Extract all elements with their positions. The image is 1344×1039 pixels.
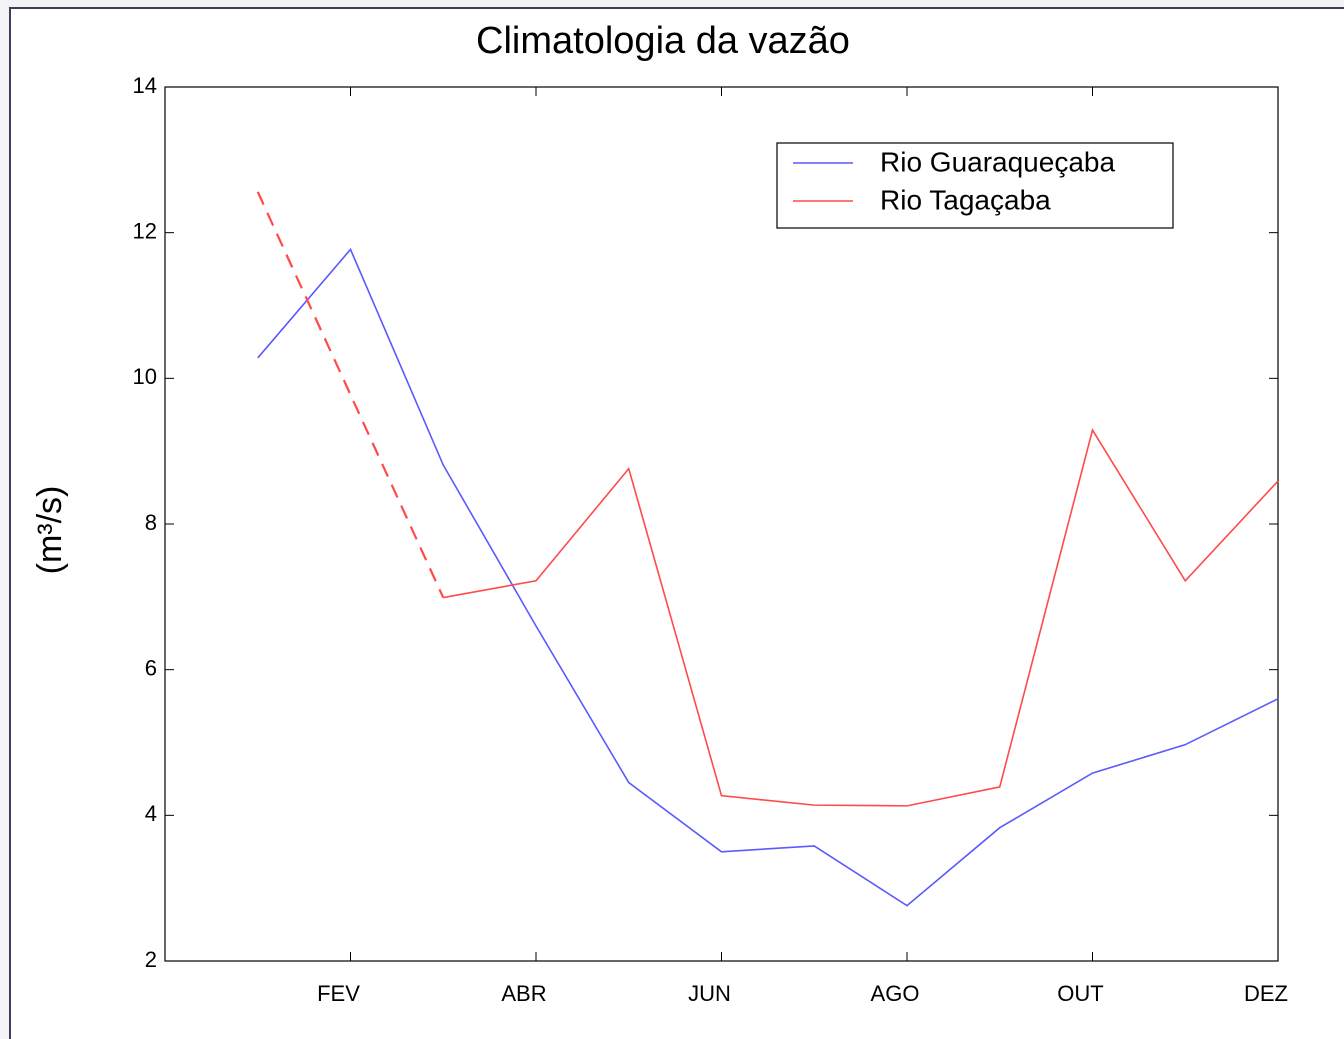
x-tick-label: ABR bbox=[501, 981, 546, 1006]
y-tick-label: 10 bbox=[133, 364, 157, 389]
x-tick-label: FEV bbox=[317, 981, 360, 1006]
gap-bridge bbox=[256, 191, 445, 599]
legend-label: Rio Guaraqueçaba bbox=[880, 146, 1115, 177]
y-tick-label: 2 bbox=[145, 947, 157, 972]
legend: Rio Guaraqueçaba Rio Tagaçaba bbox=[776, 142, 1174, 229]
y-tick-label: 6 bbox=[145, 655, 157, 680]
plot-area bbox=[164, 86, 1279, 962]
series-line bbox=[443, 428, 1279, 807]
legend-box bbox=[776, 142, 1174, 229]
y-tick-label: 14 bbox=[133, 73, 157, 98]
x-tick-label: OUT bbox=[1057, 981, 1103, 1006]
x-tick-label: AGO bbox=[871, 981, 920, 1006]
y-tick-label: 8 bbox=[145, 510, 157, 535]
y-tick-label: 12 bbox=[133, 218, 157, 243]
chart-title: Climatologia da vazão bbox=[476, 20, 850, 62]
x-tick-label: JUN bbox=[688, 981, 731, 1006]
series-line bbox=[257, 247, 1279, 907]
legend-label: Rio Tagaçaba bbox=[880, 184, 1051, 215]
x-tick-label: DEZ bbox=[1244, 981, 1288, 1006]
y-axis-label: (m³/s) bbox=[31, 486, 69, 575]
y-tick-label: 4 bbox=[145, 801, 157, 826]
